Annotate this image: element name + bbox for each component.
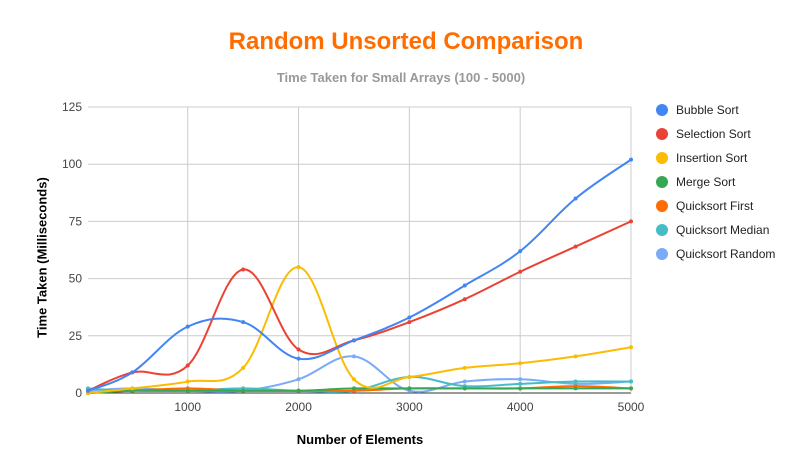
data-point-merge-sort: [573, 386, 578, 391]
tick-layer: 0 25 50 75 100 125 1000 2000 3000 4000 5000: [62, 100, 645, 414]
legend-label: Selection Sort: [676, 127, 751, 141]
chart-subtitle: Time Taken for Small Arrays (100 - 5000): [276, 70, 526, 85]
legend-swatch: [656, 128, 668, 140]
data-point-insertion-sort: [573, 354, 578, 359]
x-tick-label: 2000: [285, 400, 312, 414]
legend-item: Selection Sort: [656, 122, 775, 146]
legend-swatch: [656, 200, 668, 212]
y-tick-label: 75: [69, 214, 83, 228]
legend-label: Quicksort Random: [676, 247, 776, 261]
data-point-insertion-sort: [296, 265, 301, 270]
legend-label: Quicksort Median: [676, 223, 770, 237]
data-point-bubble-sort: [351, 338, 356, 343]
data-point-insertion-sort: [241, 365, 246, 370]
chart-title: Random Unsorted Comparison: [228, 28, 584, 55]
legend-swatch: [656, 224, 668, 236]
data-point-insertion-sort: [351, 377, 356, 382]
data-point-bubble-sort: [185, 324, 190, 329]
x-axis-label: Number of Elements: [296, 432, 424, 447]
legend-item: Quicksort Median: [656, 218, 775, 242]
data-point-merge-sort: [351, 386, 356, 391]
series-line-insertion-sort: [87, 266, 632, 394]
legend-swatch: [656, 176, 668, 188]
data-point-bubble-sort: [86, 388, 90, 393]
data-point-bubble-sort: [241, 320, 246, 325]
legend-swatch: [656, 152, 668, 164]
legend-swatch: [656, 104, 668, 116]
legend-label: Insertion Sort: [676, 151, 748, 165]
data-point-merge-sort: [462, 386, 467, 391]
series-line-selection-sort: [87, 220, 632, 392]
legend-label: Merge Sort: [676, 175, 736, 189]
data-point-bubble-sort: [130, 370, 135, 375]
x-tick-label: 5000: [618, 400, 645, 414]
series-layer: [86, 157, 633, 395]
data-point-insertion-sort: [629, 345, 633, 350]
data-point-bubble-sort: [573, 196, 578, 201]
data-point-selection-sort: [407, 320, 412, 325]
data-point-insertion-sort: [185, 379, 190, 384]
data-point-selection-sort: [185, 363, 190, 368]
legend-label: Quicksort First: [676, 199, 754, 213]
data-point-merge-sort: [407, 386, 412, 391]
data-point-selection-sort: [629, 219, 633, 224]
data-point-selection-sort: [573, 244, 578, 249]
legend-item: Quicksort First: [656, 194, 775, 218]
x-tick-label: 3000: [396, 400, 423, 414]
series-bubble-sort: [86, 157, 633, 393]
series-selection-sort: [86, 219, 633, 393]
grid-layer: [88, 106, 632, 394]
data-point-merge-sort: [185, 388, 190, 393]
data-point-quicksort-random: [351, 354, 356, 359]
data-point-quicksort-random: [518, 377, 523, 382]
x-tick-label: 1000: [174, 400, 201, 414]
data-point-bubble-sort: [296, 356, 301, 361]
legend: Bubble Sort Selection Sort Insertion Sort M…: [656, 98, 775, 266]
y-tick-label: 50: [69, 272, 83, 286]
data-point-bubble-sort: [629, 157, 633, 162]
data-point-merge-sort: [241, 388, 246, 393]
legend-item: Insertion Sort: [656, 146, 775, 170]
data-point-bubble-sort: [462, 283, 467, 288]
y-tick-label: 0: [75, 386, 82, 400]
data-point-merge-sort: [518, 386, 523, 391]
y-tick-label: 25: [69, 329, 83, 343]
data-point-bubble-sort: [407, 315, 412, 320]
x-tick-label: 4000: [507, 400, 534, 414]
data-point-insertion-sort: [462, 365, 467, 370]
legend-label: Bubble Sort: [676, 103, 739, 117]
legend-swatch: [656, 248, 668, 260]
data-point-selection-sort: [518, 269, 523, 274]
data-point-quicksort-random: [296, 377, 301, 382]
legend-item: Bubble Sort: [656, 98, 775, 122]
data-point-quicksort-median: [573, 379, 578, 384]
y-tick-label: 100: [62, 157, 82, 171]
data-point-selection-sort: [462, 297, 467, 302]
data-point-insertion-sort: [407, 374, 412, 379]
legend-item: Merge Sort: [656, 170, 775, 194]
data-point-bubble-sort: [518, 249, 523, 254]
data-point-insertion-sort: [130, 386, 135, 391]
data-point-quicksort-random: [462, 379, 467, 384]
data-point-insertion-sort: [518, 361, 523, 366]
y-axis-label: Time Taken (Milliseconds): [34, 177, 50, 338]
data-point-selection-sort: [241, 267, 246, 272]
data-point-merge-sort: [296, 388, 301, 393]
data-point-selection-sort: [296, 347, 301, 352]
data-point-merge-sort: [629, 386, 633, 391]
data-point-quicksort-median: [629, 379, 633, 384]
data-point-quicksort-median: [518, 381, 523, 386]
legend-item: Quicksort Random: [656, 242, 775, 266]
y-tick-label: 125: [62, 100, 82, 114]
series-line-bubble-sort: [87, 158, 632, 392]
